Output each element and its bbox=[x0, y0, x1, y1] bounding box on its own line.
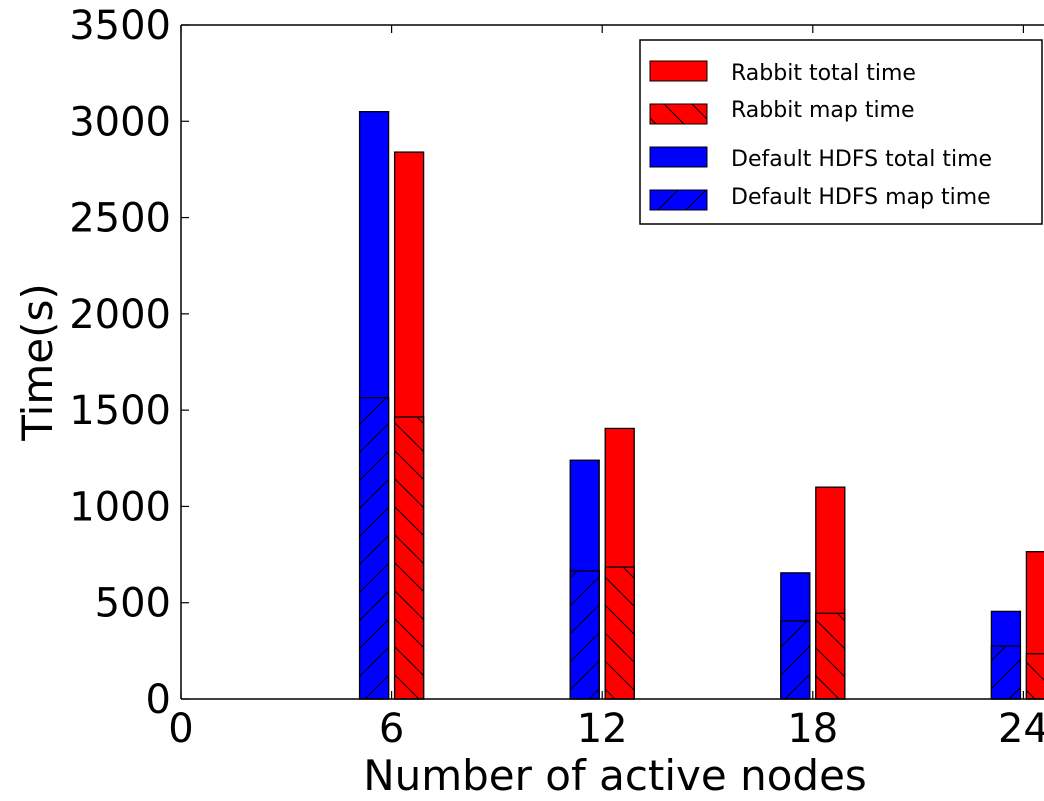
legend-label-rabbit-map: Rabbit map time bbox=[731, 98, 915, 123]
legend-label-hdfs-map: Default HDFS map time bbox=[731, 185, 991, 210]
x-tick-label: 0 bbox=[168, 706, 193, 752]
bars-group bbox=[358, 111, 1044, 700]
x-tick-label: 12 bbox=[577, 706, 628, 752]
bar-rabbit-map-hatch bbox=[815, 613, 845, 699]
y-tick-label: 500 bbox=[95, 581, 171, 627]
x-tick-label: 24 bbox=[998, 706, 1044, 752]
bar-rabbit-map-hatch bbox=[394, 416, 424, 699]
legend-swatch-hdfs-map-hatch bbox=[650, 190, 707, 210]
legend-entry-rabbit-total: Rabbit total time bbox=[649, 60, 916, 86]
legend-label-rabbit-total: Rabbit total time bbox=[731, 61, 916, 86]
legend-swatch-hdfs-total bbox=[649, 146, 708, 168]
legend-swatch-rabbit-map-hatch bbox=[650, 104, 707, 124]
x-axis-label: Number of active nodes bbox=[363, 751, 867, 797]
y-tick-label: 2500 bbox=[69, 196, 171, 242]
y-axis-label: Time(s) bbox=[13, 283, 62, 441]
y-tick-label: 2000 bbox=[69, 292, 171, 338]
bar-hdfs-map-hatch bbox=[570, 570, 600, 699]
legend-entry-hdfs-map: Default HDFS map time bbox=[649, 185, 991, 211]
bar-hdfs-map-hatch bbox=[359, 397, 389, 699]
y-tick-label: 3500 bbox=[69, 3, 171, 49]
bar-rabbit-map-hatch bbox=[1026, 653, 1044, 699]
ticks-group: 0 500 1000 1500 2000 2500 3000 3500 0 6 12 18 24 bbox=[69, 3, 1044, 752]
y-tick-label: 1000 bbox=[69, 484, 171, 530]
bar-hdfs-map-hatch bbox=[780, 621, 810, 699]
x-tick-label: 6 bbox=[379, 706, 404, 752]
bar-rabbit-map-hatch bbox=[605, 567, 635, 699]
legend-entry-rabbit-map: Rabbit map time bbox=[649, 98, 915, 125]
x-tick-label: 18 bbox=[787, 706, 838, 752]
legend: Rabbit total time Rabbit map time Defaul… bbox=[639, 39, 1043, 225]
legend-swatch-rabbit-total bbox=[649, 60, 708, 82]
y-tick-label: 1500 bbox=[69, 388, 171, 434]
axes-group bbox=[180, 24, 1044, 700]
y-tick-label: 3000 bbox=[69, 99, 171, 145]
y-tick-label: 0 bbox=[146, 677, 171, 723]
bar-hdfs-map-hatch bbox=[991, 646, 1021, 699]
legend-entry-hdfs-total: Default HDFS total time bbox=[649, 146, 992, 172]
legend-label-hdfs-total: Default HDFS total time bbox=[731, 147, 992, 172]
